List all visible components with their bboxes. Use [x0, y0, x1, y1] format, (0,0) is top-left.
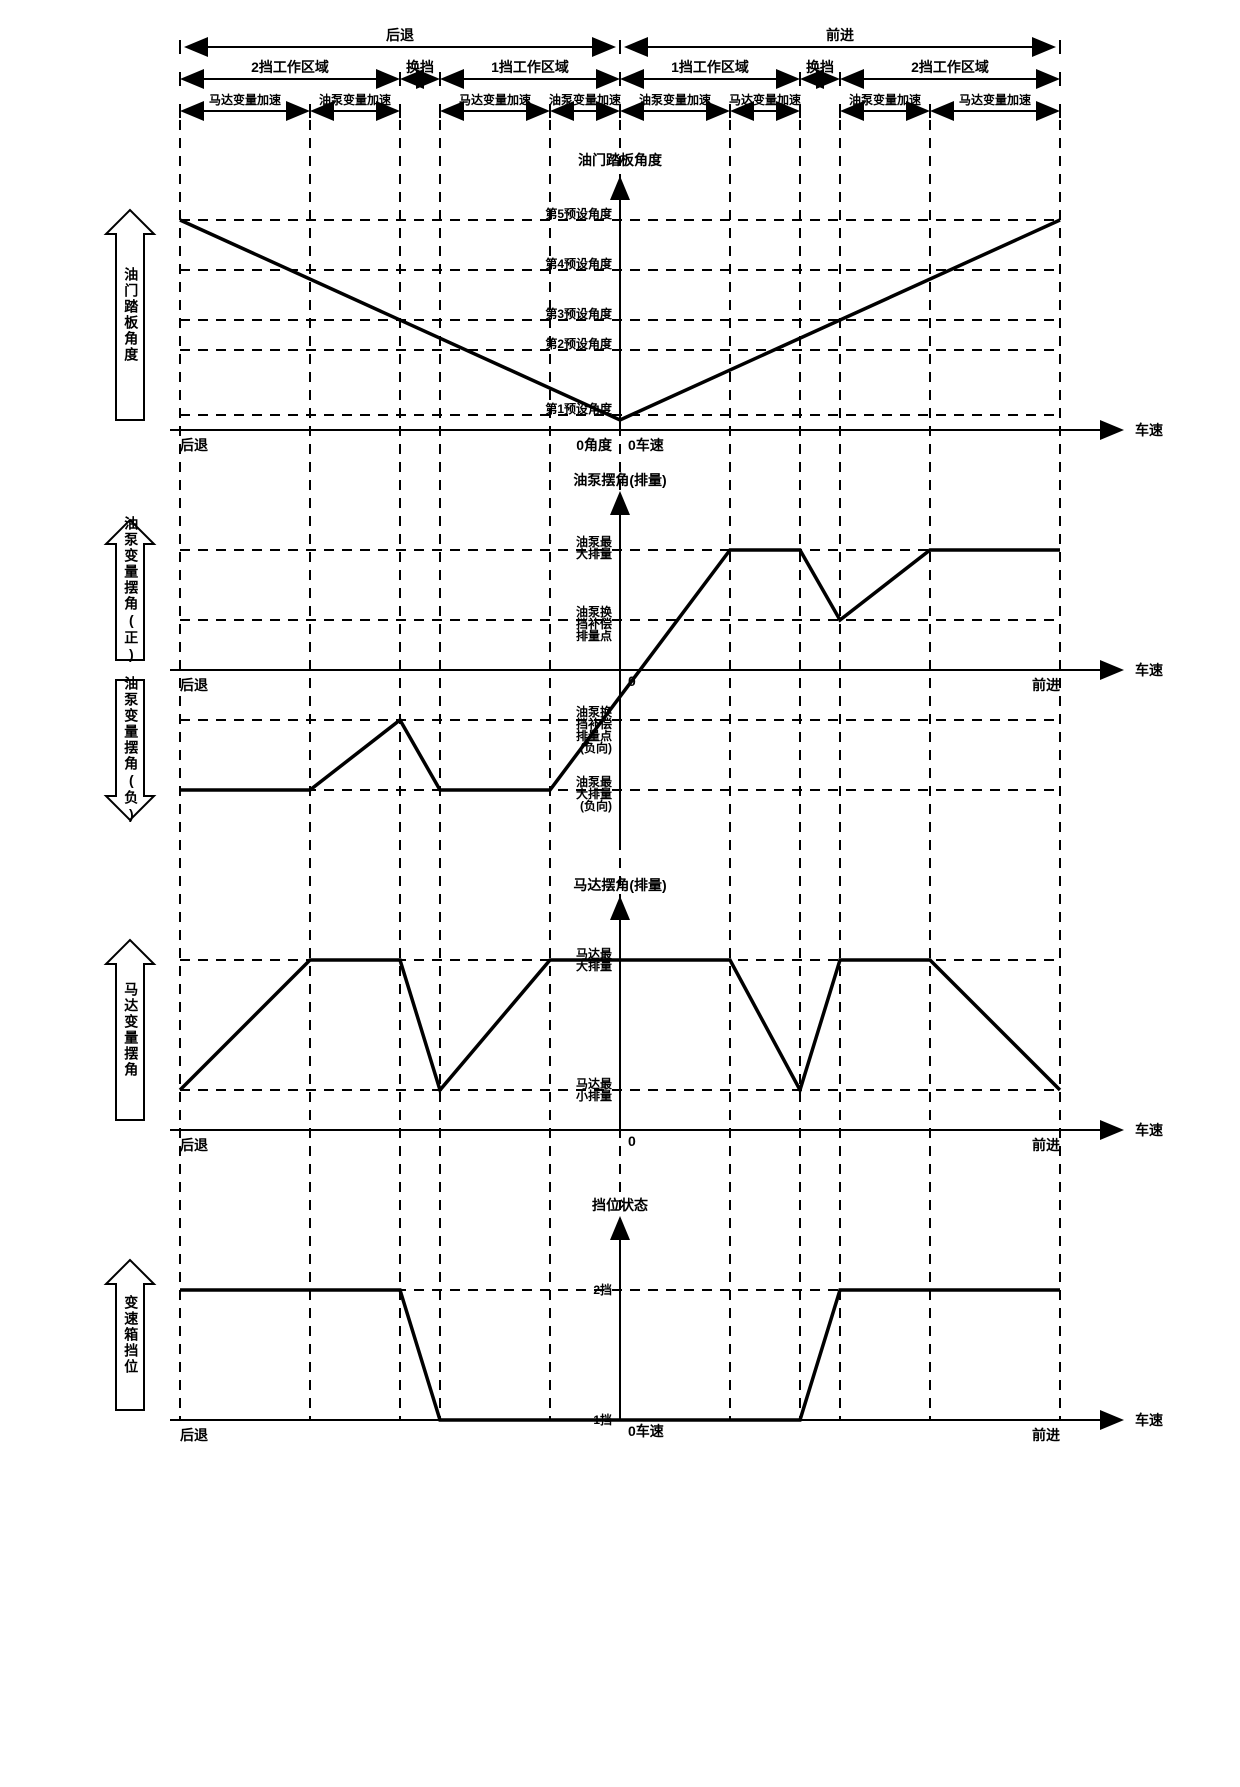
svg-text:后退: 后退 [180, 437, 208, 453]
svg-text:车速: 车速 [1135, 422, 1163, 438]
svg-text:车速: 车速 [1135, 1412, 1163, 1428]
svg-text:第3预设角度: 第3预设角度 [545, 306, 613, 321]
svg-text:油泵变量加速: 油泵变量加速 [849, 92, 921, 107]
svg-text:2挡工作区域: 2挡工作区域 [251, 59, 329, 75]
svg-text:换挡: 换挡 [406, 59, 434, 75]
svg-text:0车速: 0车速 [628, 1423, 664, 1439]
svg-text:前进: 前进 [1032, 677, 1060, 693]
svg-text:油门踏板角度: 油门踏板角度 [578, 152, 663, 168]
svg-text:前进: 前进 [1032, 1427, 1060, 1443]
svg-text:马达变量加速: 马达变量加速 [459, 92, 531, 107]
svg-text:0角度: 0角度 [576, 437, 613, 453]
svg-text:油泵变量摆角(负): 油泵变量摆角(负) [123, 675, 139, 824]
svg-text:马达摆角(排量): 马达摆角(排量) [573, 877, 666, 893]
svg-text:油泵变量加速: 油泵变量加速 [319, 92, 391, 107]
svg-text:油门踏板角度: 油门踏板角度 [123, 266, 139, 363]
diagram-svg: 后退前进2挡工作区域换挡1挡工作区域1挡工作区域换挡2挡工作区域马达变量加速油泵… [70, 20, 1170, 1620]
svg-text:后退: 后退 [180, 677, 208, 693]
svg-text:挡位状态: 挡位状态 [592, 1197, 648, 1213]
svg-text:油泵换挡补偿排量点: 油泵换挡补偿排量点 [576, 604, 613, 643]
svg-text:1挡工作区域: 1挡工作区域 [671, 59, 749, 75]
svg-text:后退: 后退 [386, 27, 414, 43]
svg-text:马达变量摆角: 马达变量摆角 [123, 982, 139, 1078]
svg-text:油泵最大排量(负向): 油泵最大排量(负向) [576, 774, 613, 813]
svg-text:第5预设角度: 第5预设角度 [545, 206, 613, 221]
svg-text:第4预设角度: 第4预设角度 [545, 256, 613, 271]
svg-text:变速箱挡位: 变速箱挡位 [123, 1294, 139, 1375]
svg-text:1挡工作区域: 1挡工作区域 [491, 59, 569, 75]
svg-text:油泵最大排量: 油泵最大排量 [576, 534, 613, 561]
svg-text:马达变量加速: 马达变量加速 [729, 92, 801, 107]
svg-text:后退: 后退 [180, 1427, 208, 1443]
svg-text:油泵变量加速: 油泵变量加速 [549, 92, 621, 107]
svg-text:马达变量加速: 马达变量加速 [209, 92, 281, 107]
svg-text:车速: 车速 [1135, 662, 1163, 678]
svg-text:油泵变量摆角(正): 油泵变量摆角(正) [123, 515, 139, 664]
svg-text:2挡工作区域: 2挡工作区域 [911, 59, 989, 75]
svg-text:马达变量加速: 马达变量加速 [959, 92, 1031, 107]
svg-text:前进: 前进 [826, 27, 854, 43]
svg-text:油泵变量加速: 油泵变量加速 [639, 92, 711, 107]
svg-text:2挡: 2挡 [593, 1282, 612, 1297]
svg-text:0: 0 [628, 1133, 636, 1149]
svg-text:第2预设角度: 第2预设角度 [545, 336, 613, 351]
svg-text:后退: 后退 [180, 1137, 208, 1153]
svg-text:车速: 车速 [1135, 1122, 1163, 1138]
svg-text:0车速: 0车速 [628, 437, 664, 453]
svg-text:油泵摆角(排量): 油泵摆角(排量) [573, 472, 666, 488]
svg-text:换挡: 换挡 [806, 59, 834, 75]
svg-text:马达最小排量: 马达最小排量 [576, 1076, 613, 1103]
svg-text:前进: 前进 [1032, 1137, 1060, 1153]
